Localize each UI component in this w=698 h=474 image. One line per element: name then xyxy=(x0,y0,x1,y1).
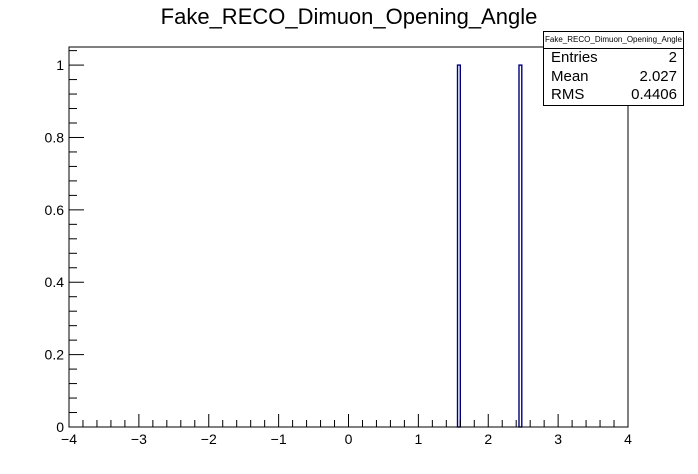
x-tick-label: −4 xyxy=(61,431,77,447)
x-tick-label: −1 xyxy=(271,431,287,447)
x-tick-label: −2 xyxy=(201,431,217,447)
x-tick-label: −3 xyxy=(131,431,147,447)
x-tick-label: 1 xyxy=(414,431,422,447)
histogram-bin-0 xyxy=(456,64,462,428)
stats-label: Entries xyxy=(551,49,598,66)
stats-label: RMS xyxy=(551,86,585,103)
histogram-bin-1 xyxy=(518,64,523,428)
y-tick-label: 0 xyxy=(56,419,64,435)
stats-value: 2 xyxy=(668,49,677,66)
stats-row-entries: Entries 2 xyxy=(544,49,683,68)
y-tick-label: 0.8 xyxy=(45,129,65,145)
x-tick-label: 2 xyxy=(484,431,492,447)
x-tick-label: 4 xyxy=(624,431,632,447)
stats-row-rms: RMS 0.4406 xyxy=(544,86,683,105)
stats-row-mean: Mean 2.027 xyxy=(544,68,683,87)
stats-box: Fake_RECO_Dimuon_Opening_Angle Entries 2… xyxy=(543,31,684,106)
x-tick-label: 0 xyxy=(345,431,353,447)
chart-title: Fake_RECO_Dimuon_Opening_Angle xyxy=(161,4,538,29)
stats-label: Mean xyxy=(551,67,589,85)
stats-title: Fake_RECO_Dimuon_Opening_Angle xyxy=(544,32,683,49)
x-tick-label: 3 xyxy=(554,431,562,447)
y-tick-label: 0.4 xyxy=(45,274,65,290)
y-tick-label: 0.2 xyxy=(45,347,65,363)
y-tick-label: 1 xyxy=(56,57,64,73)
stats-value: 0.4406 xyxy=(631,86,677,103)
y-tick-label: 0.6 xyxy=(45,202,65,218)
stats-value: 2.027 xyxy=(639,67,677,85)
